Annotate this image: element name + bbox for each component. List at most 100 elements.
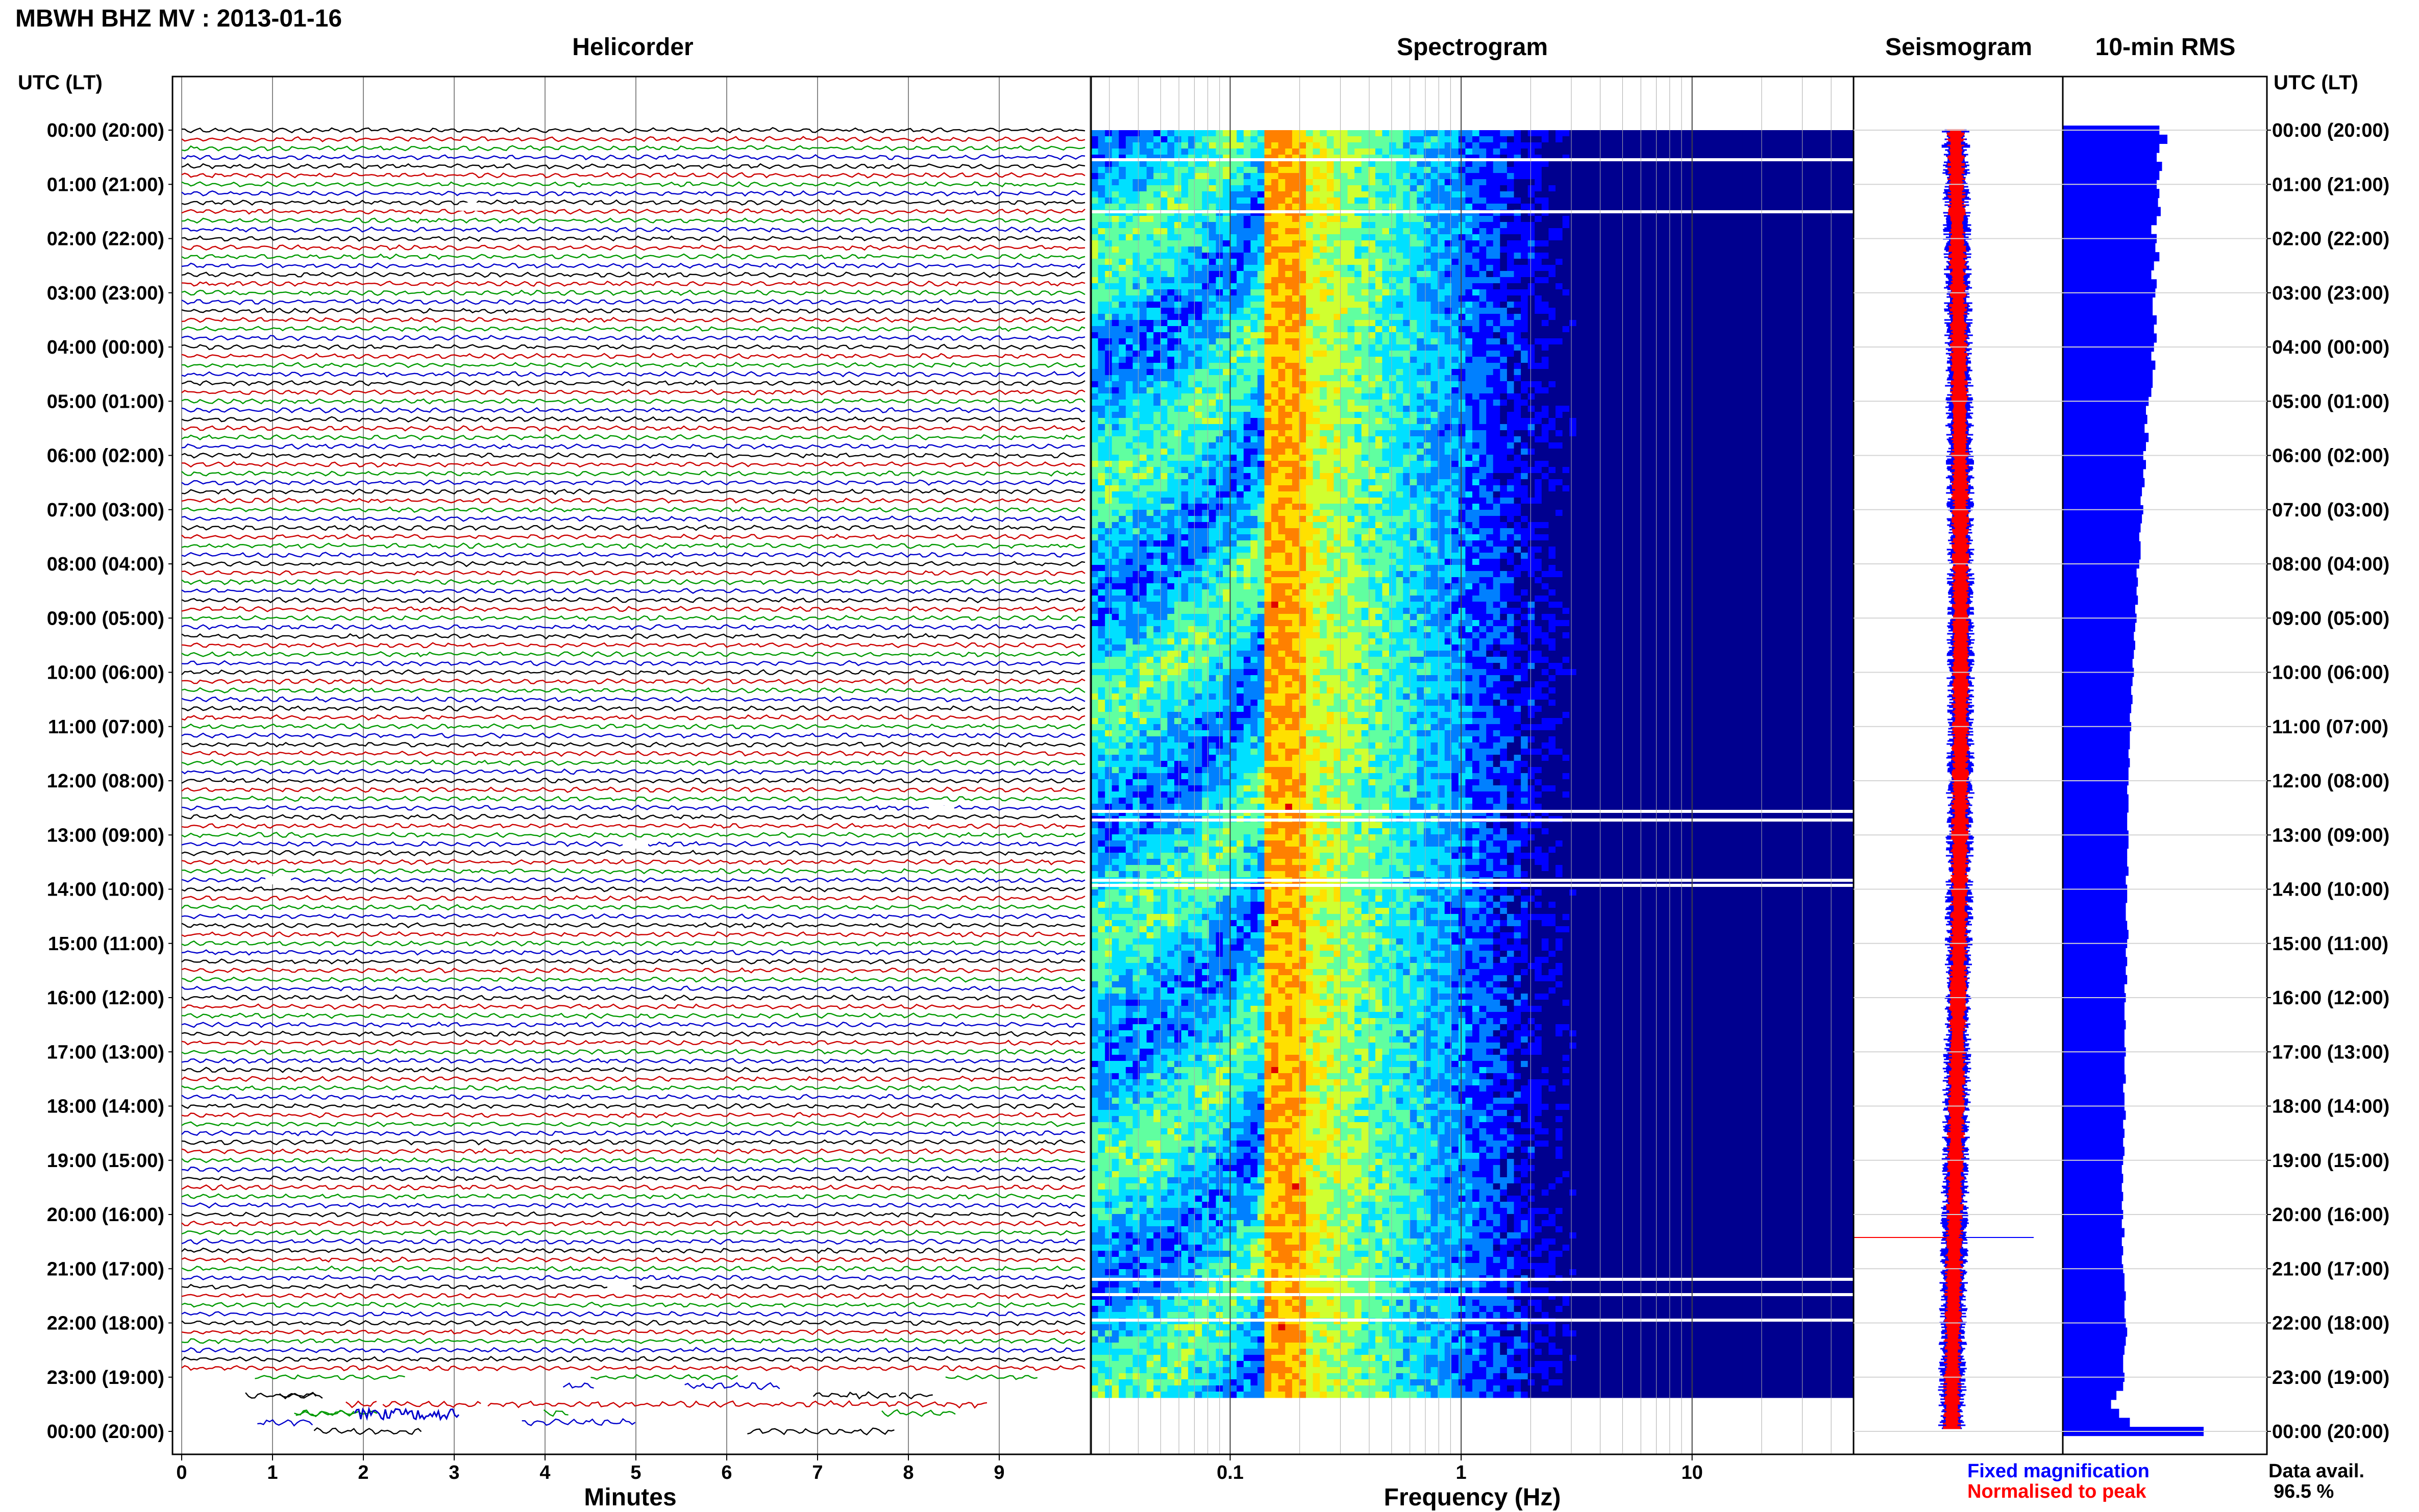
spectrogram-cell: [1112, 326, 1119, 333]
spectrogram-cell: [1326, 204, 1334, 210]
spectrogram-cell: [1784, 271, 1792, 278]
spectrogram-cell: [1680, 387, 1688, 394]
spectrogram-cell: [1188, 283, 1196, 290]
spectrogram-cell: [1264, 375, 1272, 382]
spectrogram-cell: [1819, 344, 1826, 351]
spectrogram-cell: [1396, 246, 1403, 253]
spectrogram-cell: [1687, 332, 1695, 339]
spectrogram-cell: [1825, 167, 1833, 173]
spectrogram-cell: [1465, 344, 1473, 351]
spectrogram-cell: [1604, 308, 1612, 314]
spectrogram-cell: [1112, 216, 1119, 222]
spectrogram-cell: [1812, 167, 1819, 173]
spectrogram-cell: [1666, 363, 1674, 369]
spectrogram-cell: [1306, 253, 1314, 259]
spectrogram-cell: [1472, 326, 1480, 333]
spectrogram-cell: [1105, 289, 1113, 296]
spectrogram-cell: [1105, 369, 1113, 376]
helicorder-trace: [562, 1382, 594, 1389]
spectrogram-cell: [1382, 302, 1390, 308]
helicorder-trace: [181, 515, 1085, 522]
spectrogram-cell: [1237, 259, 1244, 265]
spectrogram-cell: [1132, 142, 1140, 149]
spectrogram-cell: [1417, 259, 1424, 265]
spectrogram-cell: [1562, 369, 1570, 376]
spectrogram-cell: [1091, 191, 1099, 198]
spectrogram-cell: [1736, 148, 1743, 155]
spectrogram-cell: [1403, 302, 1411, 308]
spectrogram-cell: [1306, 363, 1314, 369]
spectrogram-cell: [1749, 179, 1757, 186]
spectrogram-cell: [1618, 142, 1625, 149]
spectrogram-cell: [1188, 259, 1196, 265]
spectrogram-cell: [1562, 216, 1570, 222]
spectrogram-cell: [1375, 161, 1383, 167]
spectrogram-cell: [1749, 234, 1757, 241]
spectrogram-cell: [1354, 253, 1362, 259]
spectrogram-cell: [1368, 259, 1376, 265]
spectrogram-cell: [1396, 332, 1403, 339]
spectrogram-cell: [1639, 185, 1646, 192]
spectrogram-cell: [1583, 167, 1591, 173]
spectrogram-cell: [1278, 185, 1286, 192]
spectrogram-cell: [1403, 271, 1411, 278]
spectrogram-cell: [1708, 357, 1715, 363]
spectrogram-cell: [1770, 234, 1778, 241]
spectrogram-cell: [1791, 314, 1798, 320]
spectrogram-cell: [1458, 148, 1466, 155]
spectrogram-cell: [1354, 375, 1362, 382]
spectrogram-cell: [1326, 148, 1334, 155]
spectrogram-cell: [1292, 167, 1300, 173]
spectrogram-cell: [1417, 167, 1424, 173]
spectrogram-cell: [1243, 136, 1251, 143]
spectrogram-cell: [1541, 240, 1549, 247]
spectrogram-cell: [1438, 148, 1445, 155]
spectrogram-cell: [1812, 173, 1819, 180]
spectrogram-cell: [1243, 130, 1251, 137]
spectrogram-cell: [1410, 375, 1417, 382]
spectrogram-cell: [1486, 185, 1494, 192]
spectrogram-cell: [1645, 234, 1653, 241]
spectrogram-cell: [1604, 295, 1612, 302]
spectrogram-cell: [1569, 253, 1577, 259]
spectrogram-cell: [1098, 271, 1105, 278]
spectrogram-cell: [1375, 197, 1383, 204]
spectrogram-cell: [1368, 222, 1376, 229]
spectrogram-cell: [1645, 351, 1653, 357]
spectrogram-cell: [1410, 173, 1417, 180]
spectrogram-cell: [1091, 216, 1099, 222]
spectrogram-cell: [1334, 271, 1341, 278]
spectrogram-cell: [1451, 289, 1459, 296]
helicorder-x-tick-label: 9: [994, 1462, 1004, 1483]
spectrogram-cell: [1389, 381, 1397, 388]
spectrogram-cell: [1140, 204, 1147, 210]
spectrogram-cell: [1472, 295, 1480, 302]
spectrogram-cell: [1742, 283, 1750, 290]
spectrogram-cell: [1486, 179, 1494, 186]
spectrogram-cell: [1680, 259, 1688, 265]
spectrogram-cell: [1292, 326, 1300, 333]
spectrogram-cell: [1125, 308, 1133, 314]
spectrogram-cell: [1825, 320, 1833, 327]
spectrogram-cell: [1320, 338, 1327, 345]
spectrogram-cell: [1250, 197, 1258, 204]
spectrogram-cell: [1770, 185, 1778, 192]
spectrogram-cell: [1715, 283, 1722, 290]
spectrogram-cell: [1334, 197, 1341, 204]
helicorder-trace: [181, 506, 1085, 513]
spectrogram-cell: [1611, 363, 1618, 369]
spectrogram-cell: [1791, 142, 1798, 149]
spectrogram-cell: [1521, 308, 1528, 314]
spectrogram-cell: [1687, 351, 1695, 357]
spectrogram-cell: [1417, 283, 1424, 290]
spectrogram-cell: [1541, 344, 1549, 351]
spectrogram-cell: [1624, 326, 1632, 333]
spectrogram-cell: [1174, 253, 1182, 259]
spectrogram-cell: [1645, 375, 1653, 382]
spectrogram-cell: [1784, 283, 1792, 290]
spectrogram-cell: [1410, 197, 1417, 204]
spectrogram-cell: [1403, 326, 1411, 333]
spectrogram-cell: [1514, 387, 1521, 394]
spectrogram-cell: [1479, 375, 1487, 382]
spectrogram-cell: [1313, 283, 1320, 290]
